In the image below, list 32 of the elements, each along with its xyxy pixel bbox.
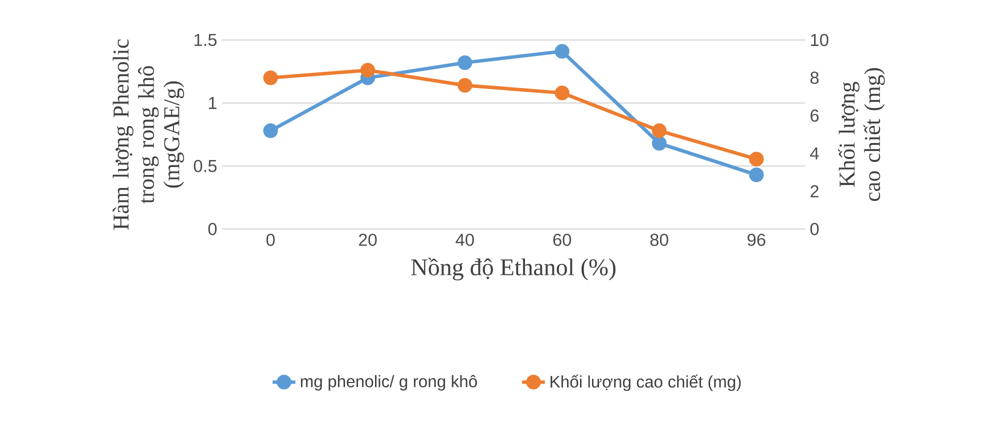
point — [458, 55, 472, 70]
x-tick-label: 20 — [358, 234, 377, 246]
y-tick-label: 0 — [208, 222, 217, 236]
point — [263, 70, 278, 86]
point — [360, 62, 376, 78]
point — [554, 44, 570, 59]
x-tick-label: 96 — [748, 234, 766, 246]
x-tick-label: 60 — [553, 234, 572, 246]
x-tick-label: 80 — [650, 234, 668, 246]
y2-tick-label: 2 — [810, 185, 818, 198]
y-tick-label: 0.5 — [194, 160, 217, 172]
y2-tick-label: 10 — [811, 34, 828, 46]
y2-tick-label: 4 — [810, 147, 819, 160]
y2-tick-label: 6 — [810, 109, 819, 122]
point — [652, 136, 667, 151]
y-tick-label: 1.5 — [194, 34, 217, 46]
y2-axis-title: Khối lượng cao chiết (mg) — [838, 68, 885, 201]
legend-label: Khối lượng cao chiết (mg) — [550, 374, 741, 391]
x-tick-label: 0 — [266, 234, 275, 246]
y2-tick-label: 8 — [810, 72, 819, 84]
y-axis-title: Hàm lượng Phenolic trong rong khô (mgGAE/g) — [112, 39, 184, 230]
point — [554, 86, 570, 100]
point — [263, 123, 278, 138]
point — [749, 152, 764, 166]
point — [749, 167, 764, 182]
y2-tick-label: 0 — [810, 222, 819, 236]
point — [458, 78, 472, 93]
point — [652, 123, 667, 138]
x-axis-title: Nồng độ Ethanol (%) — [411, 258, 616, 280]
y-tick-label: 1 — [208, 97, 216, 109]
x-tick-label: 40 — [456, 234, 474, 246]
legend-label: mg phenolic/ g rong khô — [300, 375, 477, 391]
